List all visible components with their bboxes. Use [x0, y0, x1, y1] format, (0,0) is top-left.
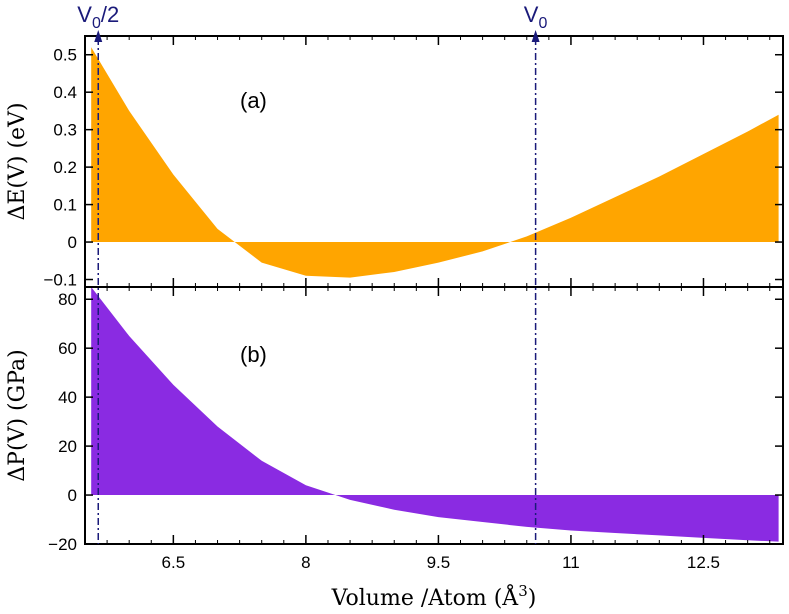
y-tick-label: 40	[58, 388, 77, 407]
area-fill	[91, 47, 779, 278]
x-axis-label-main: Volume /Atom (Å	[331, 583, 520, 611]
marker-symbol: V	[77, 2, 92, 27]
area-fill	[91, 287, 779, 542]
marker-arrow	[531, 30, 540, 42]
x-axis-label-superscript: 3	[518, 582, 528, 600]
panel-b: −20 0 20 40 60 80 6.5 8 9.5 11 12.5 Volume /Atom (Å…	[5, 286, 784, 611]
marker-label: V0/2	[77, 2, 119, 32]
y-tick-label: 80	[58, 290, 77, 309]
y-tick-label: 0.3	[53, 121, 77, 140]
marker-subscript: 0	[92, 15, 101, 32]
y-tick-label: 0.5	[53, 46, 77, 65]
y-tick-label: 0	[68, 233, 77, 252]
x-axis-label-end: )	[528, 586, 537, 611]
marker-suffix: /2	[101, 2, 119, 27]
x-tick-label: 9.5	[427, 553, 451, 572]
y-tick-label: 0.1	[53, 196, 77, 215]
x-tick-label: 8	[301, 553, 310, 572]
y-tick-label: 20	[58, 437, 77, 456]
x-axis-label: Volume /Atom (Å3)	[331, 582, 537, 611]
x-tick-label: 6.5	[162, 553, 186, 572]
y-axis-label: ΔP(V) (GPa)	[5, 349, 30, 481]
marker-symbol: V	[524, 2, 539, 27]
panel-label: (b)	[240, 342, 267, 367]
x-tick-label: 12.5	[687, 553, 720, 572]
y-tick-label: 0.2	[53, 158, 77, 177]
y-tick-label: 0.4	[53, 83, 77, 102]
marker-label: V0	[524, 2, 548, 32]
panel-a: −0.1 0 0.1 0.2 0.3 0.4 0.5 ΔE(V) (eV) (a)	[5, 35, 784, 290]
y-tick-label: 60	[58, 339, 77, 358]
panel-label: (a)	[240, 88, 267, 113]
x-tick-label: 11	[562, 553, 580, 572]
y-axis-label: ΔE(V) (eV)	[5, 102, 30, 220]
marker-arrow	[94, 30, 103, 42]
volume-markers: V0/2 V0	[77, 2, 547, 544]
y-tick-label: −0.1	[43, 271, 77, 290]
y-tick-label: −20	[48, 535, 77, 554]
y-tick-label: 0	[68, 486, 77, 505]
plot-frame	[84, 286, 784, 545]
marker-subscript: 0	[538, 15, 547, 32]
